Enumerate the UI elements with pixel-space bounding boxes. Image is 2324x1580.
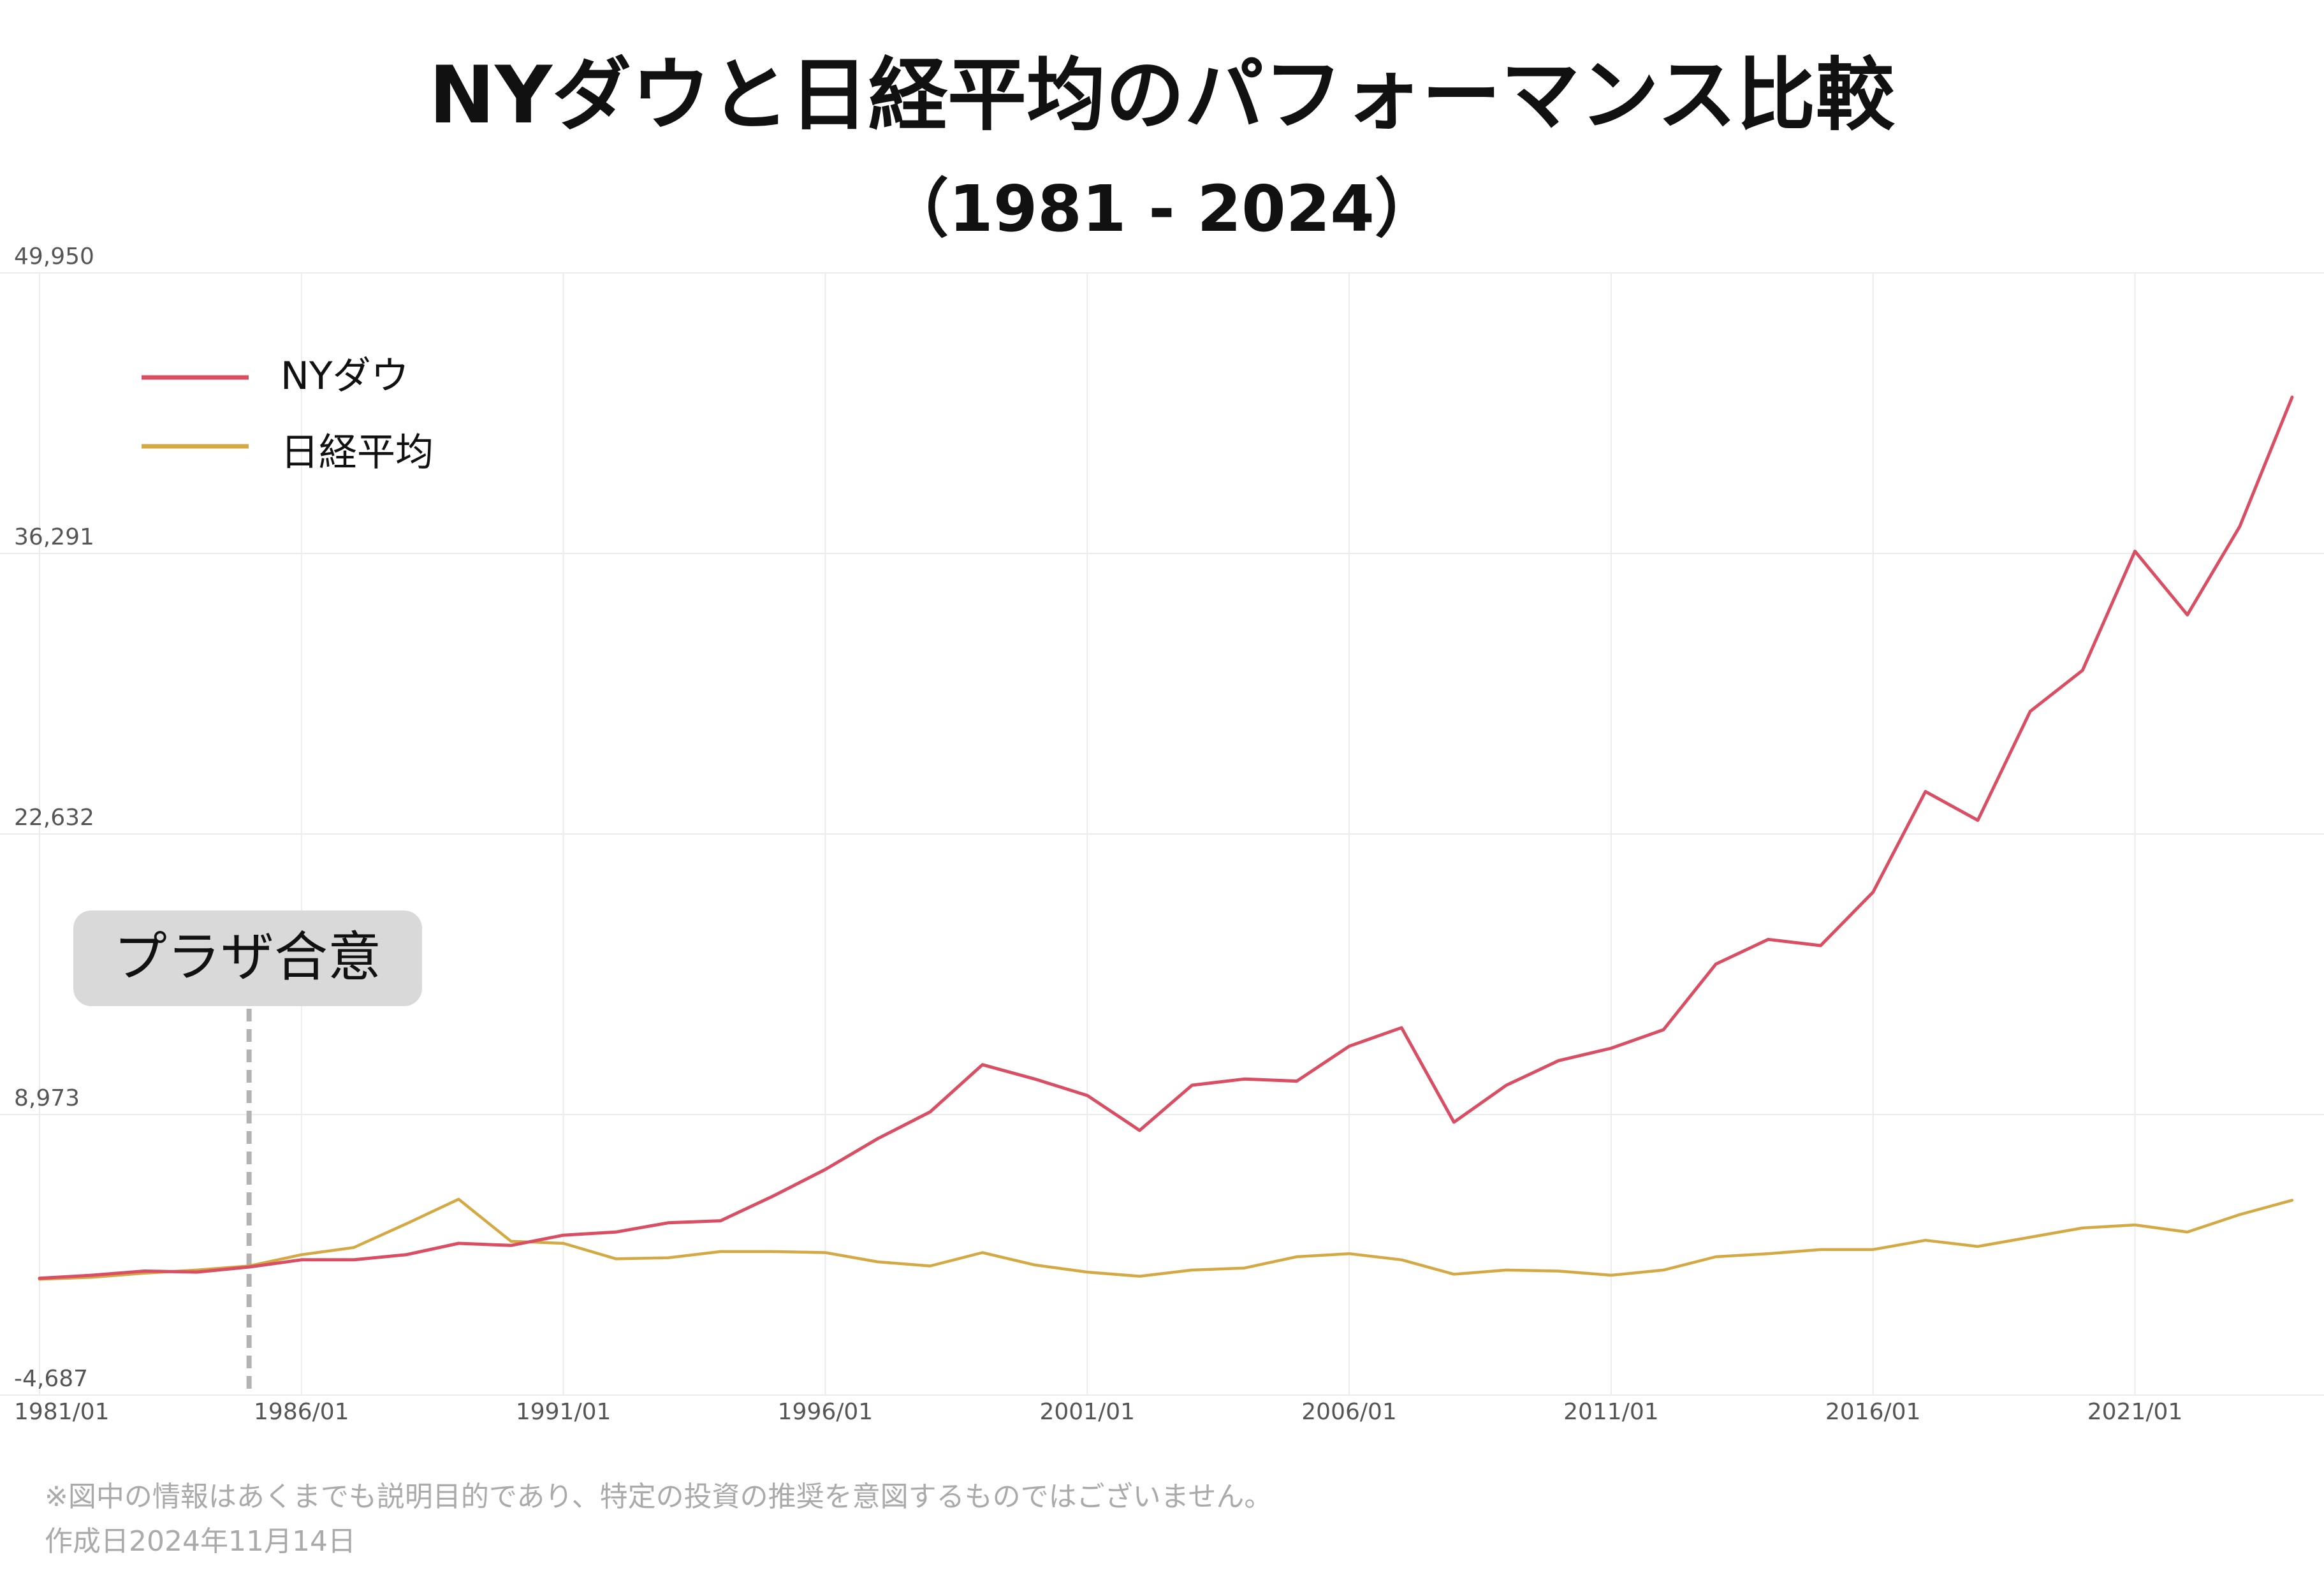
legend: NYダウ 日経平均	[142, 354, 434, 475]
x-tick-label: 2001/01	[1039, 1399, 1135, 1425]
series-line-nydow	[38, 395, 2294, 1280]
legend-label-nikkei: 日経平均	[281, 430, 434, 475]
plaza-accord-annotation: プラザ合意	[73, 911, 422, 1395]
y-axis-ticks: -4,687 8,973 22,632 36,291 49,950	[14, 244, 94, 1392]
x-tick-label: 2006/01	[1301, 1399, 1397, 1425]
x-tick-label: 1986/01	[254, 1399, 349, 1425]
x-tick-label: 2021/01	[2087, 1399, 2183, 1425]
y-tick-label: 36,291	[14, 524, 94, 550]
y-tick-label: 8,973	[14, 1085, 80, 1111]
annotation-label-box	[73, 911, 422, 1006]
x-axis-ticks: 1981/01 1986/01 1991/01 1996/01 2001/01 2006/…	[14, 1399, 2182, 1425]
chart-title: NYダウと日経平均のパフォーマンス比較	[428, 50, 1895, 142]
y-tick-label: 22,632	[14, 805, 94, 831]
x-tick-label: 2016/01	[1825, 1399, 1921, 1425]
legend-label-nydow: NYダウ	[281, 354, 409, 399]
x-tick-label: 1996/01	[778, 1399, 873, 1425]
x-tick-label: 2011/01	[1563, 1399, 1659, 1425]
grid-lines	[0, 272, 2324, 1396]
series-lines	[38, 395, 2294, 1281]
y-tick-label: -4,687	[14, 1366, 88, 1392]
x-tick-label: 1991/01	[516, 1399, 611, 1425]
created-date: 作成日2024年11月14日	[45, 1525, 356, 1558]
x-tick-label: 1981/01	[14, 1399, 110, 1425]
y-tick-label: 49,950	[14, 244, 94, 270]
disclaimer-note: ※図中の情報はあくまでも説明目的であり、特定の投資の推奨を意図するものではござい…	[45, 1481, 1272, 1513]
annotation-label: プラザ合意	[113, 926, 381, 988]
chart-subtitle: （1981 - 2024）	[885, 172, 1438, 246]
series-line-nikkei	[38, 1197, 2294, 1281]
